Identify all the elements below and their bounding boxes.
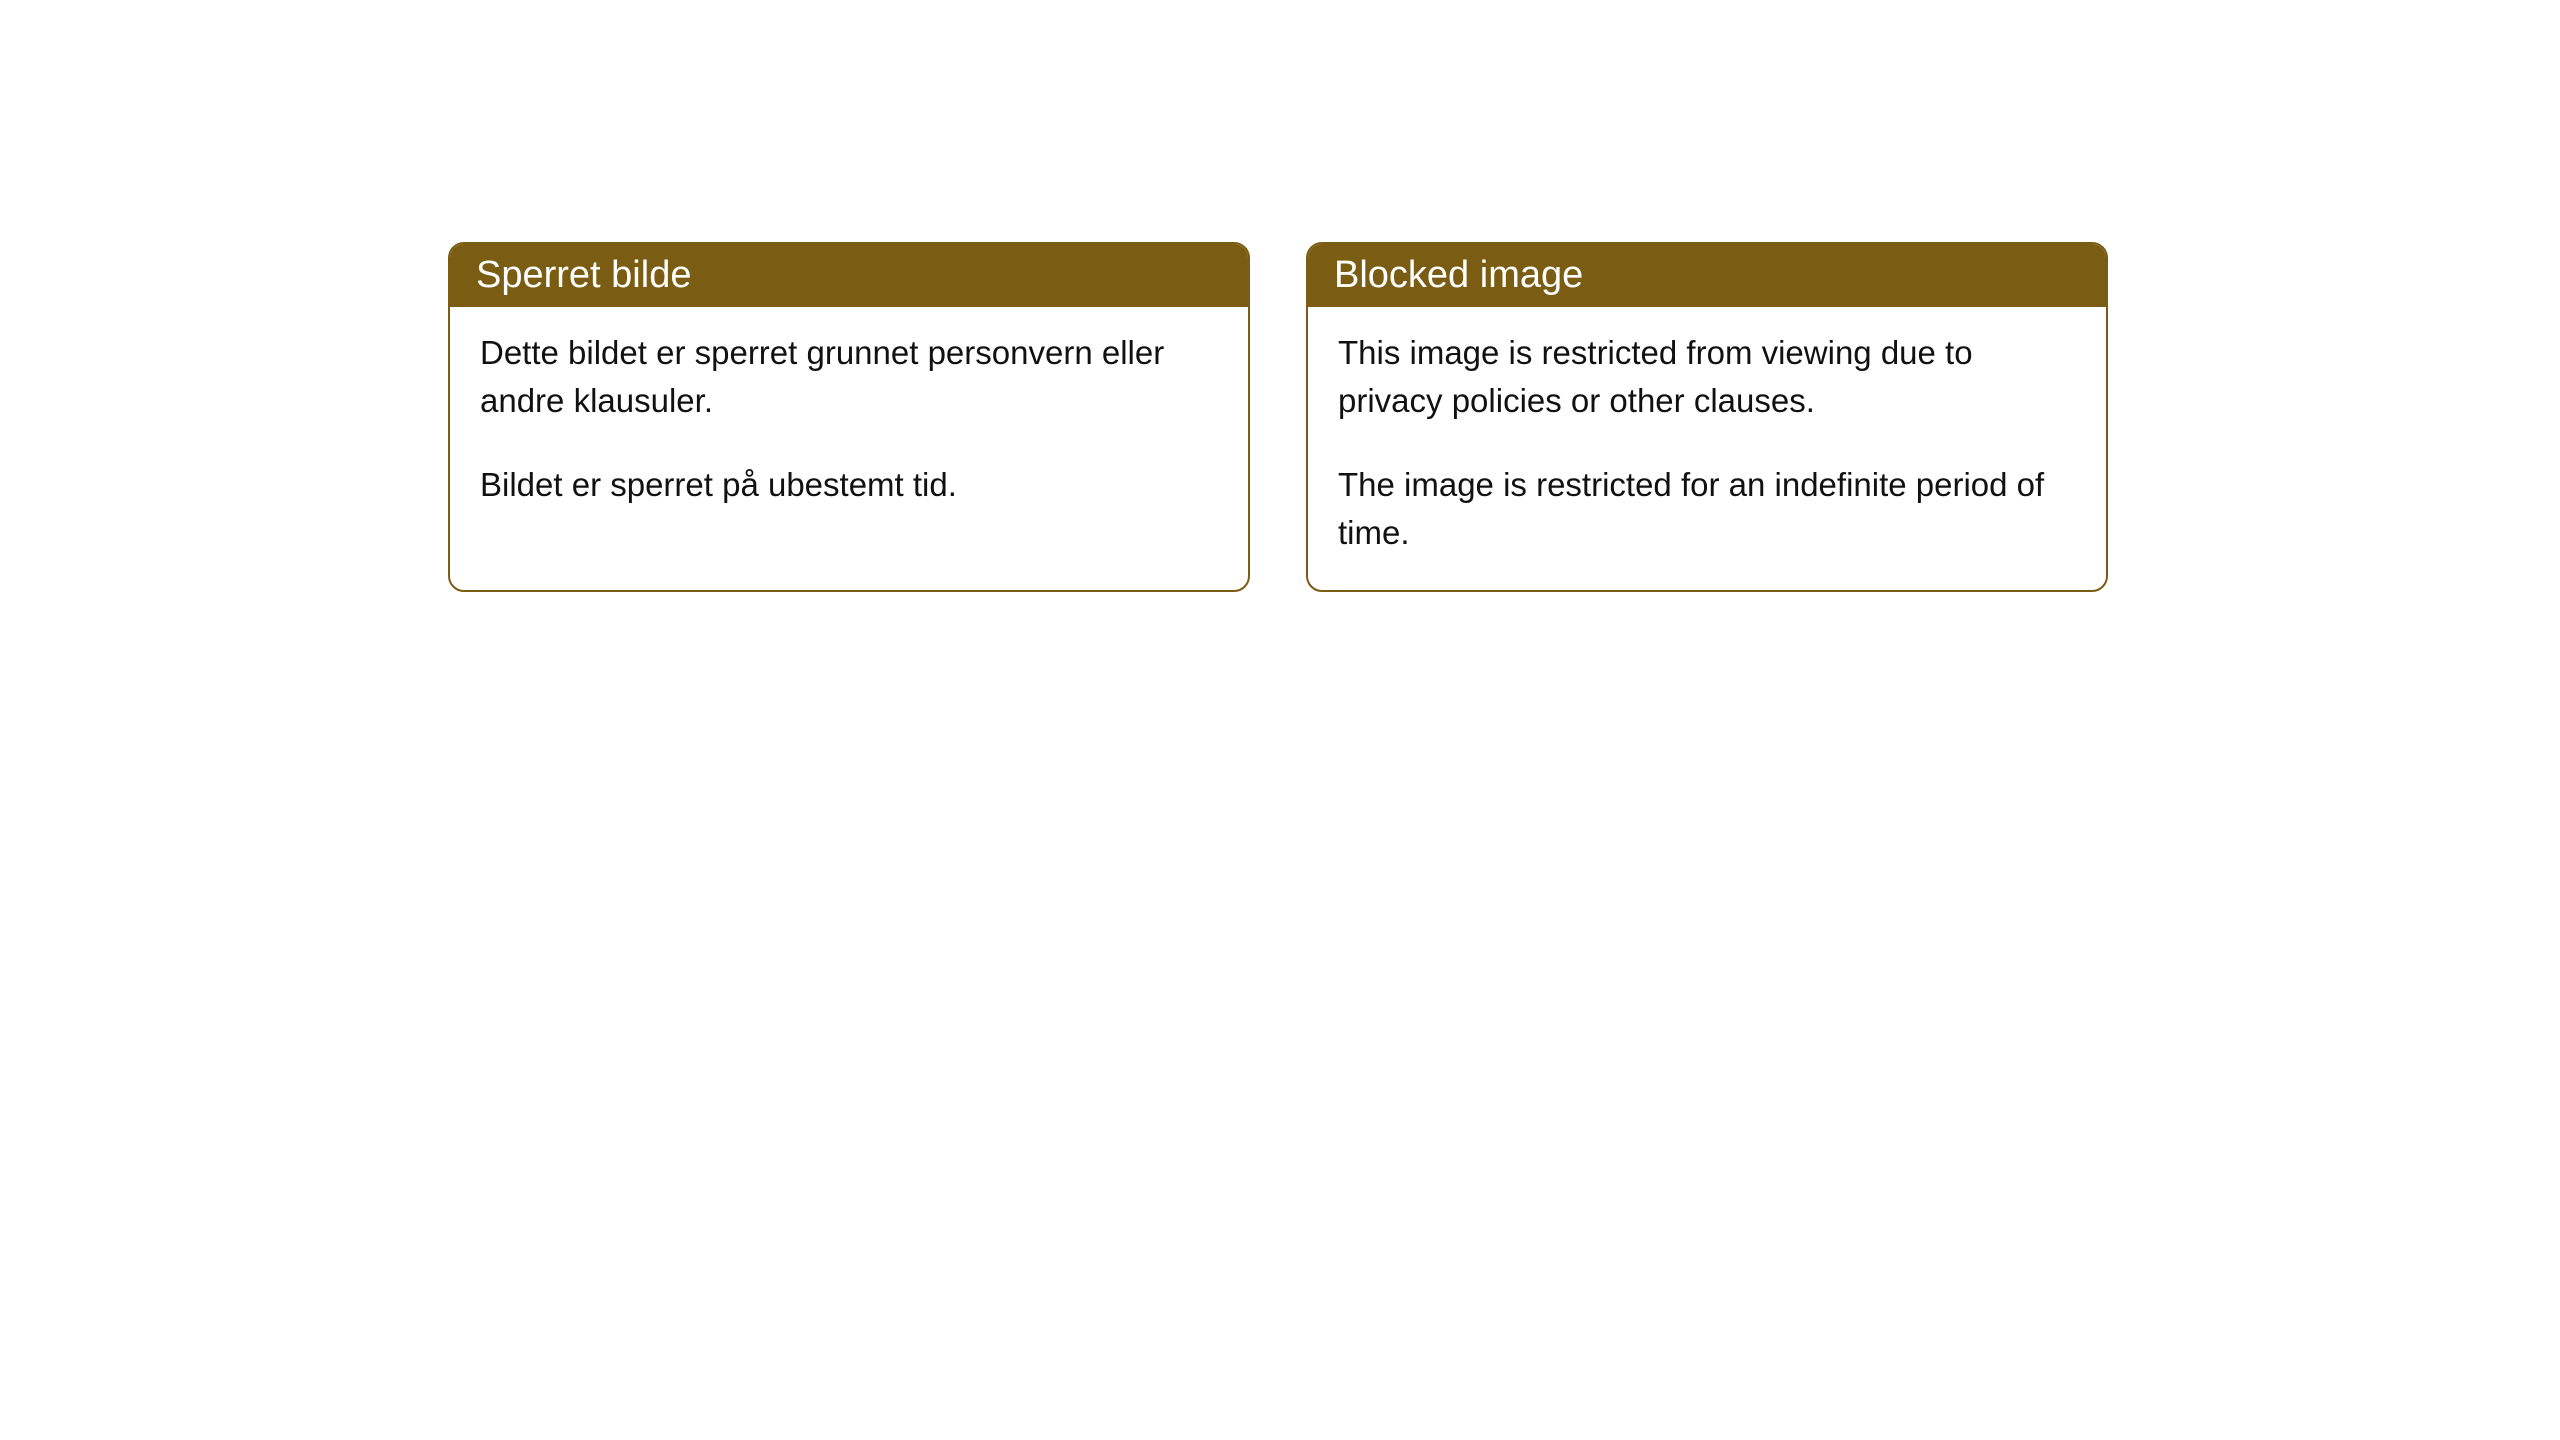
notice-body: Dette bildet er sperret grunnet personve… — [450, 307, 1248, 543]
notice-card-norwegian: Sperret bilde Dette bildet er sperret gr… — [448, 242, 1250, 592]
notice-paragraph: This image is restricted from viewing du… — [1338, 329, 2076, 425]
notice-title: Sperret bilde — [450, 244, 1248, 307]
notice-card-english: Blocked image This image is restricted f… — [1306, 242, 2108, 592]
notice-container: Sperret bilde Dette bildet er sperret gr… — [0, 0, 2560, 592]
notice-paragraph: Bildet er sperret på ubestemt tid. — [480, 461, 1218, 509]
notice-paragraph: Dette bildet er sperret grunnet personve… — [480, 329, 1218, 425]
notice-title: Blocked image — [1308, 244, 2106, 307]
notice-paragraph: The image is restricted for an indefinit… — [1338, 461, 2076, 557]
notice-body: This image is restricted from viewing du… — [1308, 307, 2106, 590]
